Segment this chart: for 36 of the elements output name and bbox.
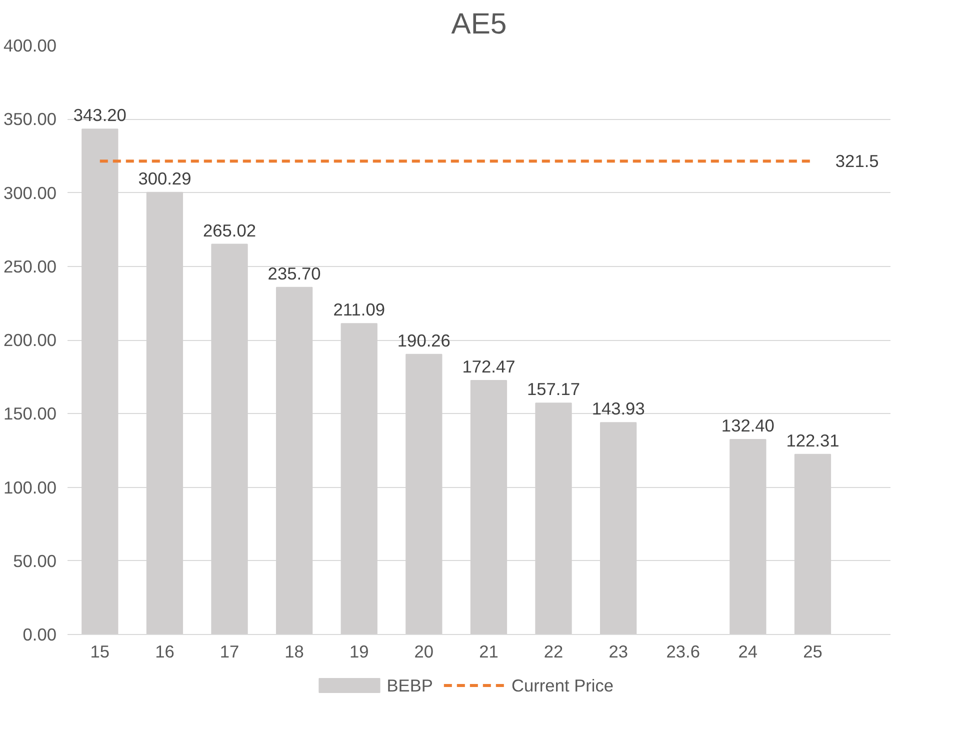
chart-title: AE5 bbox=[451, 8, 507, 40]
x-tick-label: 20 bbox=[414, 642, 434, 662]
data-label: 172.47 bbox=[462, 356, 516, 377]
y-tick-label: 100.00 bbox=[4, 477, 56, 498]
x-tick-label: 17 bbox=[220, 642, 240, 662]
data-label: 143.93 bbox=[592, 398, 645, 419]
x-tick-label: 24 bbox=[738, 642, 758, 662]
x-tick-label: 15 bbox=[90, 642, 110, 662]
x-tick-label: 16 bbox=[155, 642, 174, 662]
data-label: 122.31 bbox=[786, 430, 840, 450]
y-tick-label: 300.00 bbox=[4, 182, 56, 203]
data-label: 265.02 bbox=[203, 220, 256, 240]
y-tick-label: 350.00 bbox=[4, 109, 56, 130]
data-label: 132.40 bbox=[721, 416, 774, 436]
y-tick-label: 150.00 bbox=[4, 404, 56, 424]
data-label: 300.29 bbox=[138, 168, 192, 188]
data-label: 190.26 bbox=[397, 330, 450, 350]
x-tick-label: 21 bbox=[479, 642, 498, 662]
y-tick-label: 250.00 bbox=[4, 256, 56, 276]
y-tick-label: 400.00 bbox=[4, 36, 56, 56]
y-tick-label: 0.00 bbox=[22, 624, 57, 644]
data-label: 343.20 bbox=[73, 105, 126, 126]
x-tick-label: 22 bbox=[544, 642, 564, 662]
data-label: 235.70 bbox=[268, 263, 321, 284]
x-tick-label: 19 bbox=[349, 642, 369, 662]
x-tick-label: 23.6 bbox=[666, 642, 700, 662]
data-label: 211.09 bbox=[333, 300, 385, 320]
data-label: 321.5 bbox=[835, 151, 879, 172]
x-tick-label: 18 bbox=[284, 642, 304, 662]
y-tick-label: 200.00 bbox=[4, 330, 56, 350]
data-label: 157.17 bbox=[527, 379, 580, 400]
y-tick-label: 50.00 bbox=[13, 550, 57, 571]
legend-label: Current Price bbox=[511, 676, 614, 696]
legend-label: BEBP bbox=[386, 676, 433, 696]
x-tick-label: 23 bbox=[608, 642, 628, 662]
x-tick-label: 25 bbox=[803, 642, 822, 662]
